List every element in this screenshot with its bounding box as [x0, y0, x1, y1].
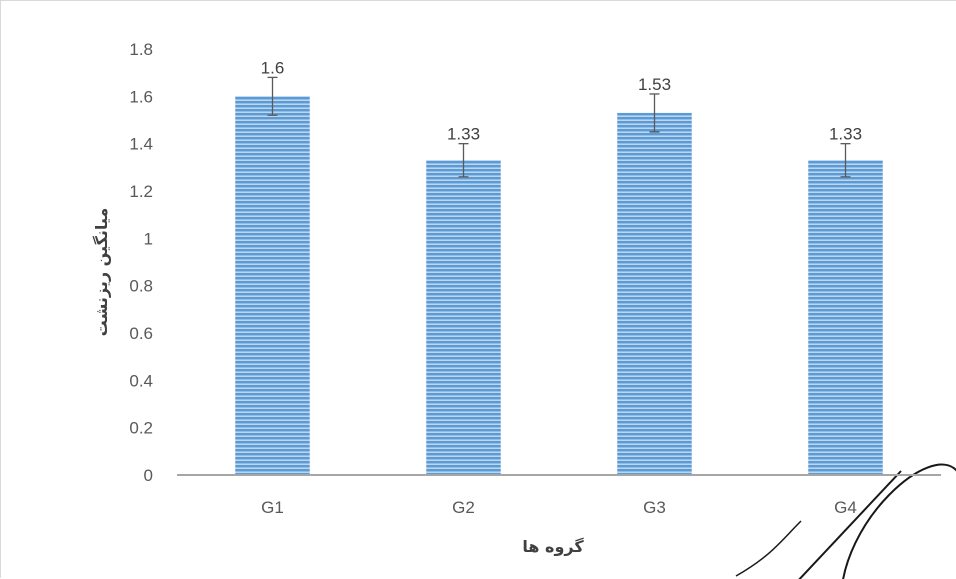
bars	[235, 96, 883, 476]
bar-g4	[808, 160, 883, 475]
error-bars	[267, 76, 851, 178]
x-tick-label-g2: G2	[452, 498, 475, 517]
data-label-g2: 1.33	[447, 125, 480, 144]
x-axis-tick-labels: G1 G2 G3 G4	[261, 498, 857, 517]
x-tick-label-g1: G1	[261, 498, 284, 517]
y-tick-label: 1	[144, 229, 153, 248]
watermark	[735, 463, 956, 579]
y-tick-label: 1.6	[129, 87, 153, 106]
y-tick-label: 1.4	[129, 135, 153, 154]
x-tick-label-g3: G3	[643, 498, 666, 517]
y-tick-label: 0.2	[129, 419, 153, 438]
data-labels: 1.6 1.33 1.53 1.33	[261, 58, 862, 143]
error-bar-g4	[840, 143, 851, 178]
bar-g3	[617, 112, 692, 476]
x-axis-title: گروه ها	[522, 537, 584, 556]
y-tick-label: 1.8	[129, 40, 153, 59]
watermark-stroke-3	[735, 520, 802, 577]
error-bar-g1	[267, 76, 278, 116]
data-label-g3: 1.53	[638, 75, 671, 94]
error-bar-g2	[458, 143, 469, 178]
y-axis-tick-labels: 0 0.2 0.4 0.6 0.8 1 1.2 1.4 1.6 1.8	[129, 40, 153, 485]
y-tick-label: 0.4	[129, 371, 153, 390]
watermark-stroke-2	[842, 463, 956, 579]
x-tick-label-g4: G4	[834, 498, 857, 517]
bar-g1	[235, 96, 310, 475]
data-label-g4: 1.33	[829, 125, 862, 144]
bar-g2	[426, 160, 501, 475]
y-tick-label: 0.8	[129, 277, 153, 296]
y-tick-label: 0	[144, 466, 153, 485]
data-label-g1: 1.6	[261, 58, 285, 77]
y-axis-title: میانگین ریزنشت	[92, 208, 111, 337]
y-tick-label: 1.2	[129, 182, 153, 201]
watermark-stroke-1	[798, 470, 902, 579]
error-bar-g3	[649, 93, 660, 133]
y-tick-label: 0.6	[129, 324, 153, 343]
